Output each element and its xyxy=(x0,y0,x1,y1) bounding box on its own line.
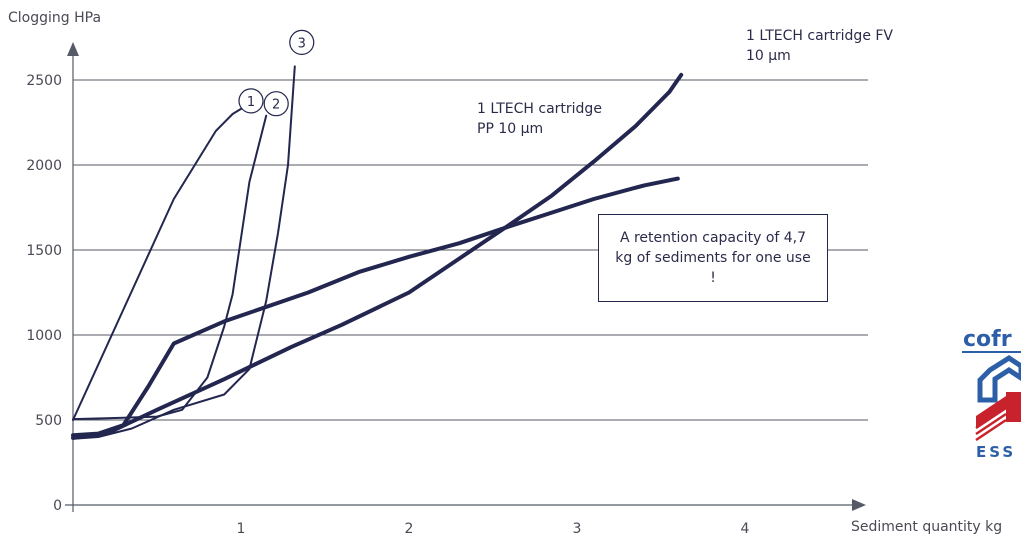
marker-label-1: 1 xyxy=(247,95,255,110)
pp-series-label: 1 LTECH cartridge PP 10 µm xyxy=(477,101,602,137)
x-axis-title: Sediment quantity kg xyxy=(851,519,1003,535)
x-tick-label-4: 4 xyxy=(741,521,750,537)
series-line-2 xyxy=(72,114,268,421)
cofrac-logo-icon: cofr ESS xyxy=(962,327,1021,461)
cofrac-logo: cofr ESS xyxy=(962,322,1021,462)
y-tick-label-2500: 2500 xyxy=(26,73,62,89)
y-axis-arrow-icon xyxy=(67,42,79,56)
retention-callout-text: A retention capacity of 4,7 kg of sedime… xyxy=(615,230,811,286)
fv-series-label: 1 LTECH cartridge FV 10 µm xyxy=(746,28,894,64)
x-axis-arrow-icon xyxy=(852,499,866,511)
y-tick-labels: 0 500 1000 1500 2000 2500 xyxy=(26,73,62,514)
marker-label-3: 3 xyxy=(298,36,306,51)
marker-label-2: 2 xyxy=(272,98,280,113)
x-tick-label-3: 3 xyxy=(573,521,582,537)
x-tick-labels: 1 2 3 4 xyxy=(237,521,750,537)
series-line-4 xyxy=(71,176,680,438)
series-lines xyxy=(71,65,684,440)
marker-circle-3 xyxy=(289,29,315,56)
series-markers: 1 2 3 xyxy=(238,29,315,117)
series-line-3 xyxy=(72,65,296,440)
series-line-5 xyxy=(71,72,684,440)
y-axis-title: Clogging HPa xyxy=(8,10,102,26)
y-tick-label-1500: 1500 xyxy=(26,243,62,259)
marker-circle-2 xyxy=(263,91,289,117)
series-line-1 xyxy=(72,107,242,421)
y-tick-label-1000: 1000 xyxy=(26,328,62,344)
x-tick-label-2: 2 xyxy=(405,521,414,537)
marker-circle-1 xyxy=(238,88,264,114)
x-tick-label-1: 1 xyxy=(237,521,246,537)
y-tick-label-0: 0 xyxy=(53,498,62,514)
y-tick-label-2000: 2000 xyxy=(26,158,62,174)
logo-text: cofr xyxy=(963,327,1012,352)
y-tick-label-500: 500 xyxy=(35,413,62,429)
logo-subtext: ESS xyxy=(976,443,1016,461)
retention-callout-box: A retention capacity of 4,7 kg of sedime… xyxy=(598,214,828,302)
